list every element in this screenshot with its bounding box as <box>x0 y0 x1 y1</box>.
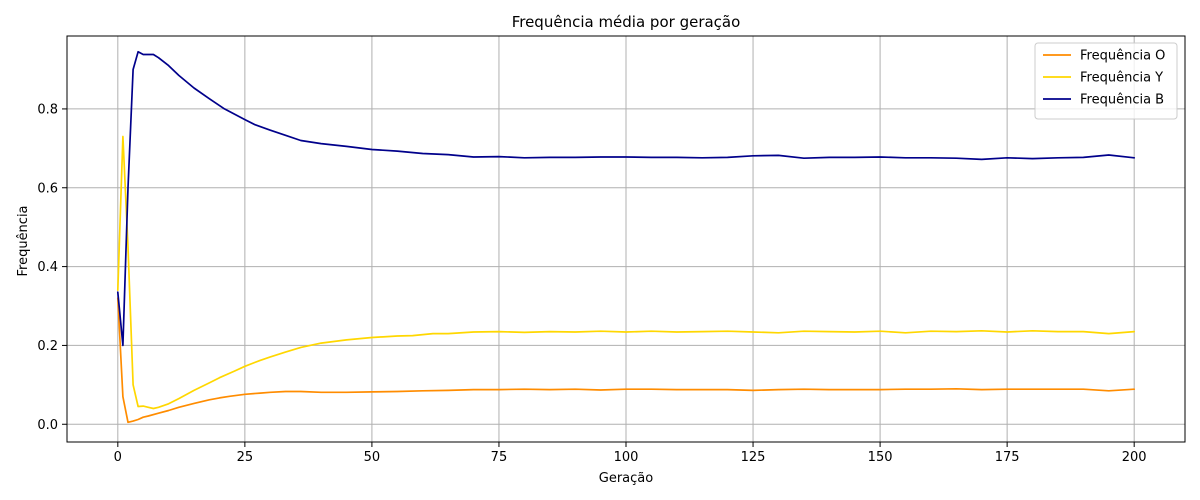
y-tick-label: 0.0 <box>37 418 58 433</box>
x-tick-label: 0 <box>114 450 122 465</box>
x-tick-label: 75 <box>491 450 508 465</box>
x-tick-label: 25 <box>237 450 254 465</box>
legend: Frequência O Frequência Y Frequência B <box>1034 42 1178 120</box>
series-lines <box>116 50 1136 424</box>
y-tick-label: 0.2 <box>37 339 58 354</box>
grid <box>67 36 1185 442</box>
chart-title: Frequência média por geração <box>512 13 741 31</box>
legend-box <box>1034 42 1178 120</box>
x-tick-label: 175 <box>995 450 1020 465</box>
y-tick-label: 0.6 <box>37 181 58 196</box>
x-tick-label: 100 <box>614 450 639 465</box>
x-tick-label: 150 <box>868 450 893 465</box>
y-tick-label: 0.8 <box>37 102 58 117</box>
legend-label-o: Frequência O <box>1080 49 1165 64</box>
series-line-o <box>116 297 1136 424</box>
legend-label-y: Frequência Y <box>1080 71 1163 86</box>
legend-label-b: Frequência B <box>1080 93 1164 108</box>
x-tick-label: 50 <box>364 450 381 465</box>
axis-ticks: 0 25 50 75 100 125 150 175 200 0.0 0.2 0.4 0.6 0.8 <box>37 102 1146 465</box>
y-axis-label: Frequência <box>16 205 31 276</box>
series-line-y <box>116 135 1136 410</box>
y-tick-label: 0.4 <box>37 260 58 275</box>
series-line-b <box>116 50 1136 347</box>
x-tick-label: 200 <box>1122 450 1147 465</box>
x-tick-label: 125 <box>741 450 766 465</box>
x-axis-label: Geração <box>599 471 653 486</box>
